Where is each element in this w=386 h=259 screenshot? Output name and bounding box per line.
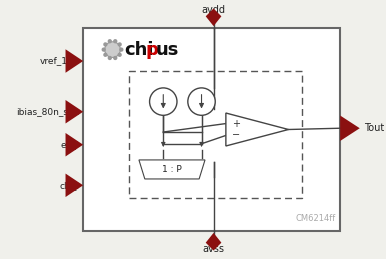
Text: chi: chi (124, 41, 154, 59)
Polygon shape (66, 133, 83, 156)
Circle shape (113, 56, 117, 60)
Text: vref_1v2: vref_1v2 (40, 56, 79, 66)
Circle shape (105, 42, 120, 57)
Polygon shape (206, 9, 222, 26)
Polygon shape (139, 160, 205, 179)
Circle shape (109, 46, 116, 53)
Text: avss: avss (203, 244, 225, 254)
Polygon shape (206, 233, 222, 250)
Circle shape (108, 39, 112, 43)
Circle shape (102, 47, 106, 52)
Text: en_i: en_i (61, 140, 79, 149)
Text: CM6214ff: CM6214ff (295, 214, 335, 223)
Text: +: + (232, 119, 240, 128)
Text: avdd: avdd (201, 5, 225, 15)
Circle shape (149, 88, 177, 115)
Circle shape (119, 47, 124, 52)
Polygon shape (66, 174, 83, 197)
Polygon shape (226, 113, 288, 146)
Circle shape (108, 56, 112, 60)
Circle shape (103, 53, 108, 57)
Circle shape (117, 42, 122, 47)
Circle shape (188, 88, 215, 115)
Polygon shape (66, 100, 83, 124)
Polygon shape (66, 49, 83, 73)
Bar (129, 71, 302, 198)
Circle shape (113, 39, 117, 43)
Text: −: − (232, 131, 240, 140)
Text: Tout: Tout (364, 123, 384, 133)
Text: ibias_80n_snk: ibias_80n_snk (16, 107, 79, 116)
Circle shape (103, 42, 108, 47)
Text: 1 : P: 1 : P (162, 165, 182, 174)
Polygon shape (340, 116, 360, 141)
Text: clk_i: clk_i (59, 181, 79, 190)
Text: us: us (156, 41, 179, 59)
Circle shape (117, 53, 122, 57)
Bar (83, 28, 340, 231)
Text: p: p (146, 41, 159, 59)
